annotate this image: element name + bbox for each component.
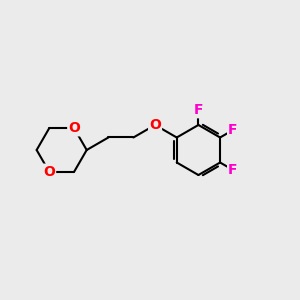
Text: F: F xyxy=(228,163,238,177)
Text: O: O xyxy=(68,121,80,135)
Text: F: F xyxy=(194,103,203,117)
Text: O: O xyxy=(43,165,55,179)
Text: O: O xyxy=(149,118,161,132)
Text: F: F xyxy=(228,123,238,137)
